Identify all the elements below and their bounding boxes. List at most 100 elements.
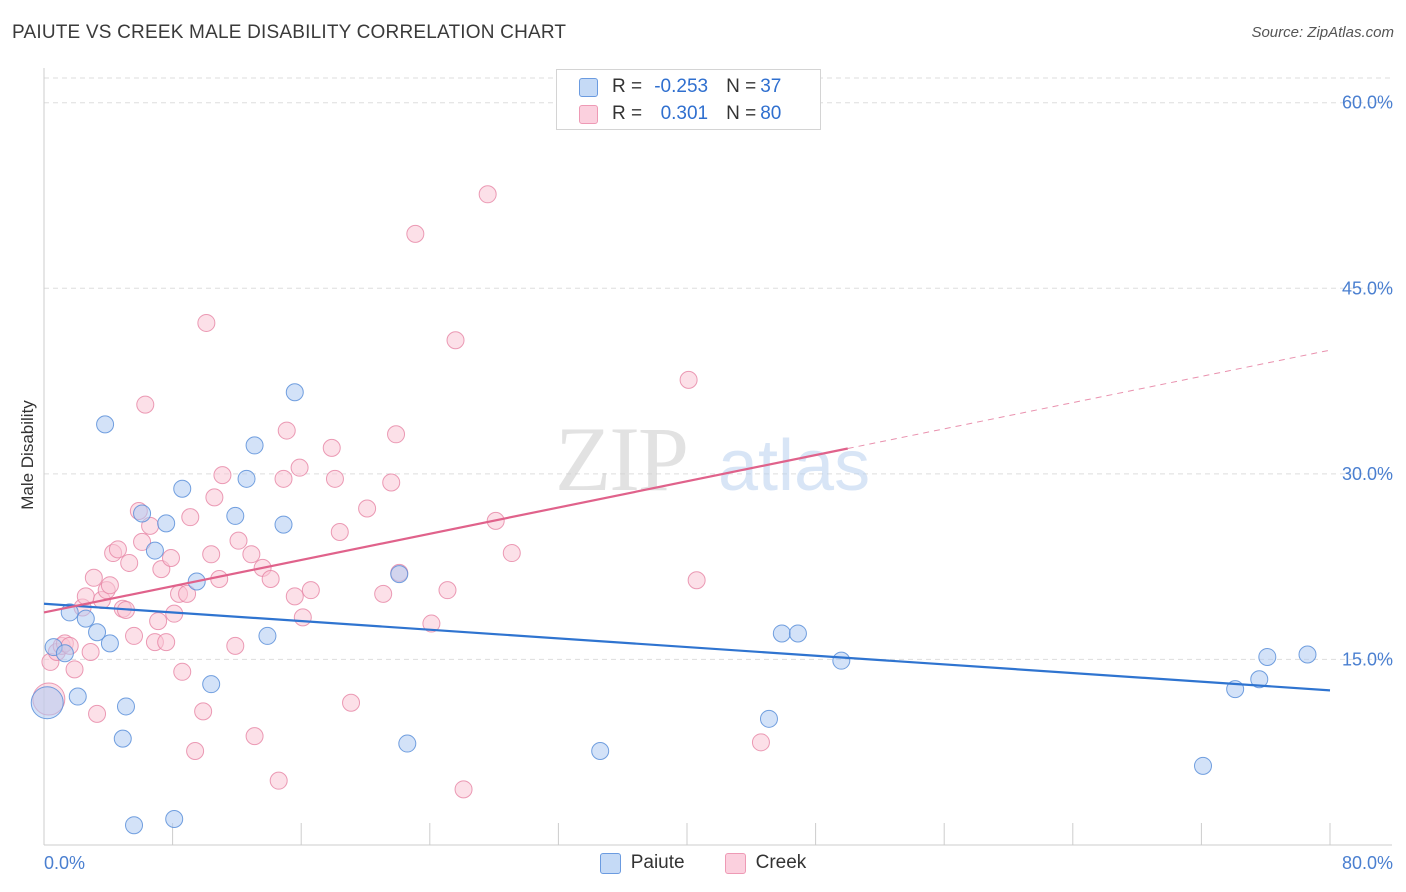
creek-trend-line [43,447,848,614]
creek-point-6 [65,660,84,679]
creek-point-55 [322,438,341,457]
creek-n-value: 80 [760,103,782,124]
creek-n-label: N = [726,103,757,124]
y-tick-label-45: 45.0% [1342,278,1393,298]
creek-point-45 [245,727,264,746]
creek-point-23 [136,395,155,414]
legend-item-paiute: Paiute [599,852,685,874]
legend-swatch-creek [724,852,746,874]
paiute-point-10 [116,697,135,716]
creek-point-38 [202,545,221,564]
chart-title: PAIUTE VS CREEK MALE DISABILITY CORRELAT… [12,22,567,43]
watermark-zip: ZIP [555,408,687,510]
paiute-point-25 [390,565,409,584]
creek-point-62 [387,425,406,444]
paiute-point-34 [1250,670,1269,689]
paiute-point-22 [258,626,277,645]
axis-layer [43,68,1392,846]
paiute-point-16 [173,479,192,498]
creek-point-29 [161,548,180,567]
correlation-legend: R = -0.253 N = 37 R = 0.301 N = 80 [556,69,821,130]
paiute-points [30,383,1317,835]
creek-point-36 [194,702,213,721]
paiute-point-2 [55,644,74,663]
creek-point-9 [81,643,100,662]
paiute-point-7 [96,415,115,434]
creek-point-48 [269,771,288,790]
paiute-point-20 [237,469,256,488]
creek-point-19 [120,553,139,572]
creek-point-54 [301,581,320,600]
paiute-point-28 [759,709,778,728]
paiute-point-12 [133,504,152,523]
legend-row-creek: R = 0.301 N = 80 [579,101,781,127]
creek-point-22 [133,532,152,551]
paiute-point-27 [591,741,610,760]
creek-point-33 [178,584,197,603]
paiute-point-36 [1298,645,1317,664]
paiute-r-value: -0.253 [654,76,709,97]
paiute-point-0 [30,686,64,720]
creek-point-64 [406,224,425,243]
series-legend: Paiute Creek [0,852,1406,874]
creek-point-50 [277,421,296,440]
paiute-n-value: 37 [760,76,782,97]
creek-point-28 [157,633,176,652]
creek-point-61 [382,473,401,492]
creek-point-56 [325,469,344,488]
legend-item-creek: Creek [724,852,806,874]
creek-point-65 [422,614,441,633]
creek-point-66 [438,581,457,600]
paiute-trend-line [43,602,1331,692]
creek-point-35 [186,741,205,760]
creek-point-41 [213,466,232,485]
paiute-point-23 [274,515,293,534]
creek-point-59 [358,499,377,518]
y-axis-label: Male Disability [18,400,37,510]
creek-point-72 [679,370,698,389]
creek-point-39 [205,488,224,507]
creek-point-51 [285,587,304,606]
creek-swatch [579,104,598,124]
paiute-point-26 [398,734,417,753]
y-tick-label-30: 30.0% [1342,464,1393,484]
paiute-point-31 [832,651,851,670]
creek-points [32,185,770,799]
paiute-point-13 [145,541,164,560]
paiute-n-label: N = [726,76,757,97]
paiute-point-15 [165,810,184,829]
creek-point-32 [173,662,192,681]
paiute-point-30 [788,624,807,643]
watermark: ZIP atlas [555,408,870,510]
y-tick-label-60: 60.0% [1342,93,1393,113]
x-tick-label-max: 80.0% [1342,853,1393,873]
creek-point-20 [125,626,144,645]
legend-label-paiute: Paiute [630,852,685,873]
paiute-r-label: R = [612,76,643,97]
watermark-atlas: atlas [718,426,870,506]
paiute-point-8 [100,634,119,653]
paiute-point-21 [245,436,264,455]
creek-point-69 [478,185,497,204]
legend-swatch-paiute [599,852,621,874]
paiute-point-11 [125,816,144,835]
creek-point-10 [84,568,103,587]
paiute-point-35 [1258,647,1277,666]
creek-point-26 [149,612,168,631]
paiute-point-9 [113,729,132,748]
paiute-swatch [579,77,598,97]
x-tick-label-min: 0.0% [44,853,85,873]
creek-point-71 [502,544,521,563]
tick-labels: 15.0% 30.0% 45.0% 60.0% 0.0% 80.0% [44,93,1393,873]
paiute-point-24 [285,383,304,402]
creek-point-57 [330,523,349,542]
creek-point-11 [88,704,107,723]
paiute-point-5 [76,609,95,628]
paiute-point-14 [157,514,176,533]
paiute-point-29 [772,624,791,643]
creek-point-60 [374,584,393,603]
legend-row-paiute: R = -0.253 N = 37 [579,74,781,100]
paiute-point-32 [1194,756,1213,775]
creek-point-67 [446,331,465,350]
